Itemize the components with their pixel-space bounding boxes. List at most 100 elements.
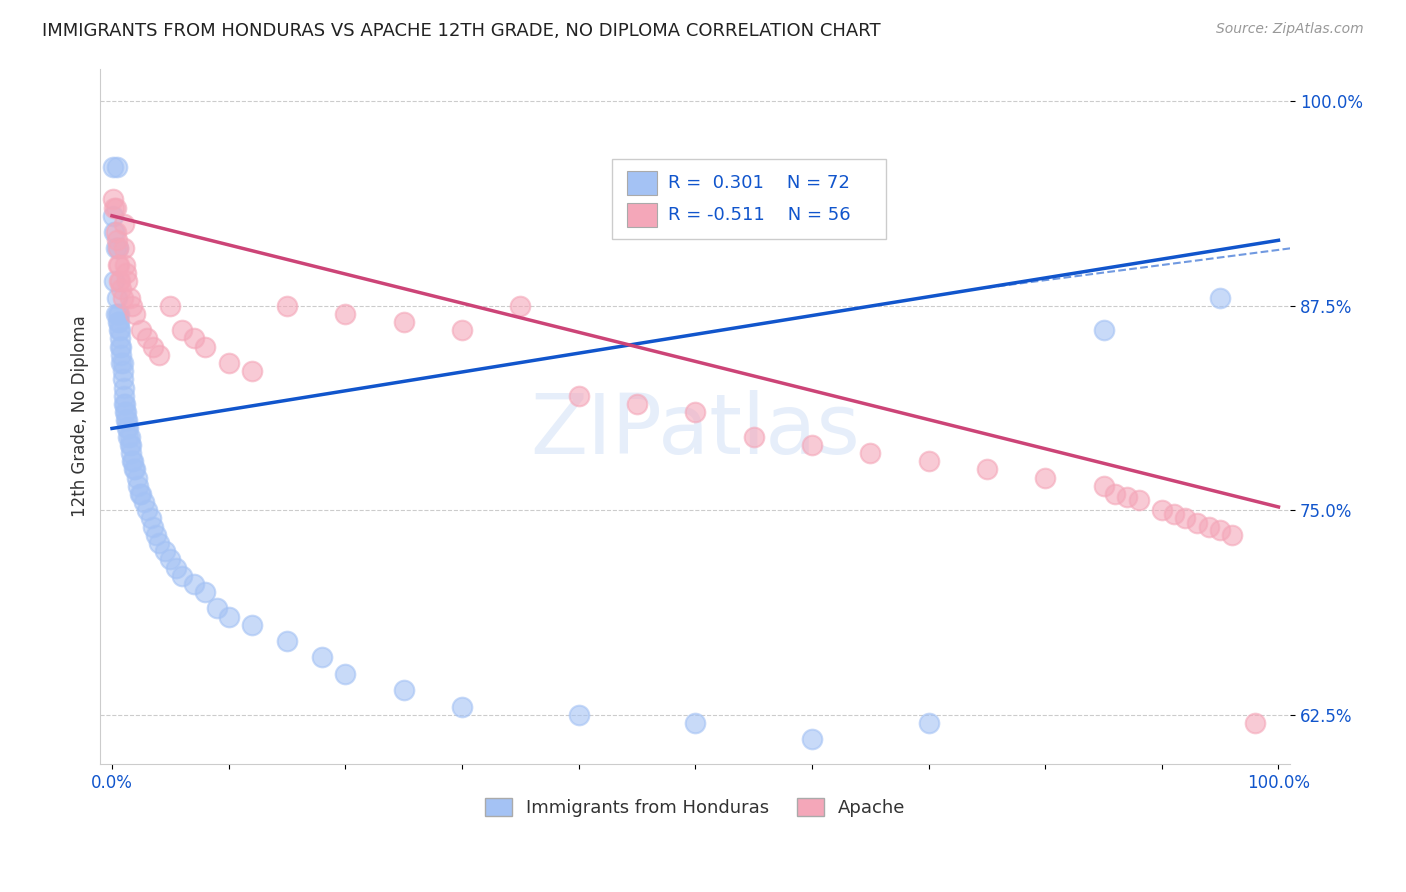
Point (1092, 479, 1115, 493)
Legend: Immigrants from Honduras, Apache: Immigrants from Honduras, Apache (478, 790, 912, 824)
Point (145, 528, 167, 542)
Point (1163, 507, 1185, 521)
Point (115, 405, 138, 419)
Point (218, 356, 240, 370)
Point (104, 201, 127, 215)
Point (1104, 487, 1126, 501)
Point (335, 307, 357, 321)
Point (104, 307, 127, 321)
Point (108, 323, 131, 337)
Text: R = -0.511    N = 56: R = -0.511 N = 56 (668, 206, 851, 224)
Point (165, 560, 187, 574)
Point (105, 291, 128, 305)
Point (1185, 516, 1208, 531)
Point (129, 487, 152, 501)
Point (240, 617, 263, 632)
Point (568, 707, 591, 722)
Point (153, 544, 176, 558)
Y-axis label: 12th Grade, No Diploma: 12th Grade, No Diploma (72, 315, 89, 517)
Point (451, 699, 474, 714)
Point (108, 323, 131, 337)
Point (108, 258, 131, 272)
Point (159, 299, 181, 313)
Point (183, 331, 205, 345)
Point (122, 462, 145, 476)
Point (108, 340, 131, 354)
Point (1033, 470, 1056, 484)
Point (115, 421, 138, 435)
Point (122, 454, 145, 468)
Point (107, 258, 129, 272)
Point (112, 242, 135, 256)
Point (148, 536, 170, 550)
Point (101, 193, 124, 207)
Point (105, 233, 128, 247)
Point (626, 397, 648, 411)
Point (124, 462, 146, 476)
Point (276, 634, 298, 648)
Point (115, 274, 138, 288)
Point (117, 429, 139, 443)
FancyBboxPatch shape (612, 159, 886, 239)
Point (114, 405, 136, 419)
Point (115, 413, 138, 427)
Point (1092, 323, 1115, 337)
Point (105, 160, 128, 174)
Point (170, 323, 193, 337)
Point (311, 650, 333, 665)
Point (107, 242, 129, 256)
Point (129, 323, 152, 337)
Text: ZIPatlas: ZIPatlas (530, 390, 860, 471)
Point (276, 299, 298, 313)
Point (117, 421, 139, 435)
Point (170, 568, 193, 582)
Point (509, 299, 531, 313)
Point (118, 291, 141, 305)
Point (1198, 519, 1220, 533)
Point (111, 372, 134, 386)
Point (1174, 511, 1197, 525)
Point (120, 446, 142, 460)
Point (139, 511, 162, 525)
Point (114, 258, 136, 272)
Point (1115, 490, 1137, 504)
Point (111, 364, 134, 378)
Point (108, 331, 131, 345)
Point (142, 519, 165, 533)
Point (1209, 523, 1232, 537)
Point (110, 282, 132, 296)
Point (112, 380, 135, 394)
Point (568, 389, 591, 403)
Text: IMMIGRANTS FROM HONDURAS VS APACHE 12TH GRADE, NO DIPLOMA CORRELATION CHART: IMMIGRANTS FROM HONDURAS VS APACHE 12TH … (42, 22, 880, 40)
Point (218, 609, 240, 624)
Point (205, 601, 228, 615)
Point (742, 429, 765, 443)
Point (103, 201, 125, 215)
Point (142, 340, 165, 354)
Point (800, 438, 823, 452)
FancyBboxPatch shape (627, 202, 657, 227)
Point (132, 495, 155, 509)
Point (183, 577, 205, 591)
Point (1209, 291, 1232, 305)
Point (917, 454, 939, 468)
Point (101, 160, 124, 174)
Point (1128, 493, 1150, 508)
Point (110, 356, 132, 370)
Point (108, 315, 131, 329)
Point (120, 438, 142, 452)
Point (121, 454, 143, 468)
Point (108, 307, 131, 321)
Point (110, 348, 132, 362)
Point (107, 307, 129, 321)
Point (194, 585, 217, 599)
Point (451, 323, 474, 337)
Point (107, 242, 129, 256)
Point (859, 446, 882, 460)
Point (392, 683, 415, 698)
Point (129, 487, 152, 501)
Point (125, 470, 148, 484)
Point (127, 479, 149, 493)
Point (683, 405, 706, 419)
Point (114, 397, 136, 411)
